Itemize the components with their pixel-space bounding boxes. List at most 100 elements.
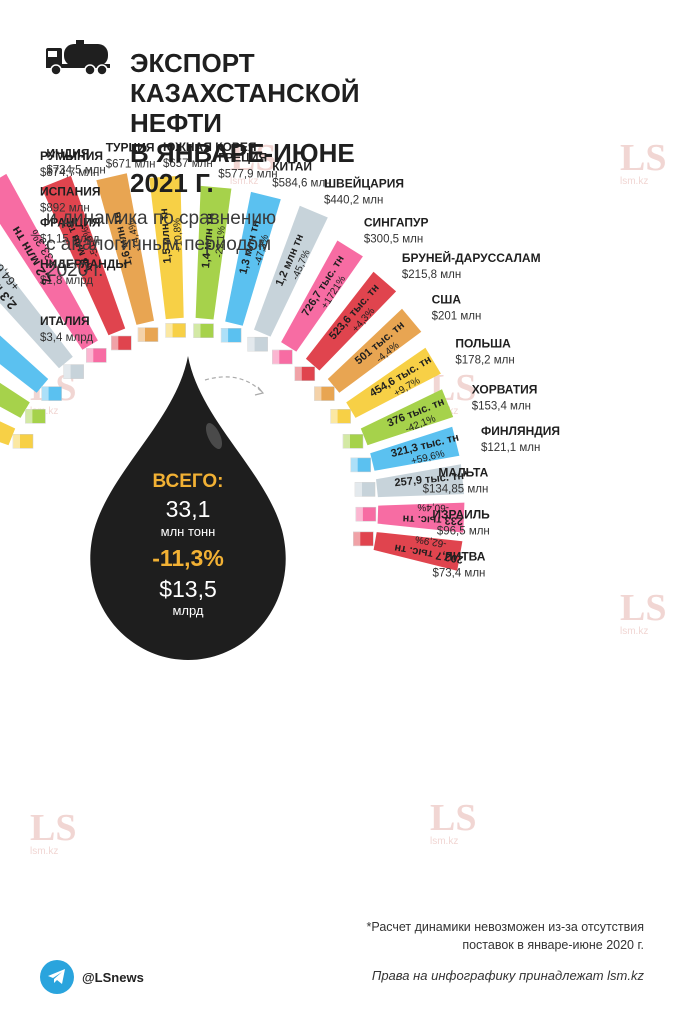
country-name: США (432, 293, 462, 307)
country-value: $892 млн (40, 203, 90, 215)
country-name: РУМЫНИЯ (40, 149, 103, 163)
bar-11 (254, 205, 328, 337)
country-name: ТУРЦИЯ (106, 140, 155, 154)
bar-volume-label: 1,5 млн тн (158, 208, 174, 264)
flag-poland-icon (330, 409, 351, 424)
bars-layer (0, 173, 465, 571)
country-value: $201 млн (432, 311, 482, 323)
page-subtitle: и динамика по сравнению с аналогичным пе… (46, 208, 277, 281)
bar-8 (149, 175, 184, 320)
telegram-icon (40, 960, 74, 994)
flag-finland-icon (350, 457, 371, 473)
total-label: ВСЕГО: (152, 471, 223, 492)
bar-9 (195, 185, 232, 320)
country-value: $215,8 млн (402, 269, 461, 281)
watermark-logo: LS (30, 807, 76, 849)
country-name: ИЗРАИЛЬ (432, 508, 490, 522)
country-name: МАЛЬТА (438, 465, 488, 479)
flag-israel-icon (355, 506, 377, 522)
bar-2 (0, 382, 30, 418)
country-value: $440,2 млн (324, 195, 383, 207)
country-value: $178,2 млн (455, 354, 514, 366)
bar-19 (377, 502, 465, 533)
rights-note: Права на инфографику принадлежат lsm.kz (371, 968, 644, 983)
page-title: ЭКСПОРТ КАЗАХСТАНСКОЙ НЕФТИ В ЯНВАРЕ-ИЮН… (130, 48, 360, 198)
flag-singapore-icon (272, 349, 293, 365)
bar-change-label: -60,4% (417, 501, 449, 513)
bar-5 (0, 173, 98, 350)
watermark-text: lsm.kz (620, 626, 648, 637)
telegram-handle: @LSnews (82, 969, 144, 985)
title-block: ЭКСПОРТ КАЗАХСТАНСКОЙ НЕФТИ В ЯНВАРЕ-ИЮН… (46, 48, 360, 198)
watermark-logo: LS (230, 137, 276, 179)
total-value: $13,5 (159, 576, 217, 602)
flag-china-icon (220, 328, 242, 343)
watermark-logo: LS (620, 587, 666, 629)
country-name: БРУНЕЙ-ДАРУССАЛАМ (402, 250, 541, 265)
country-value: $96,5 млн (437, 526, 490, 538)
country-name: ШВЕЙЦАРИЯ (324, 176, 404, 191)
bar-10 (225, 191, 281, 326)
watermark-logo: LS (620, 137, 666, 179)
country-name: ФРАНЦИЯ (40, 216, 101, 230)
country-name: ЛИТВА (444, 549, 485, 563)
country-name: НИДЕРЛАНДЫ (40, 257, 127, 271)
country-name: ИСПАНИЯ (40, 185, 101, 199)
flag-spain-icon (63, 364, 84, 379)
country-name: ИНДИЯ (46, 147, 89, 161)
country-value: $134,85 млн (423, 483, 489, 495)
flag-greece-icon (193, 323, 214, 338)
country-value: $734,5 млн (46, 165, 105, 177)
watermark-text: lsm.kz (230, 176, 258, 187)
country-value: $657 млн (163, 158, 213, 170)
bar-3 (0, 335, 49, 393)
bar-6 (41, 175, 126, 336)
flag-malta-icon (354, 482, 376, 497)
country-value: $1,15 млрд (40, 234, 100, 246)
country-name: ГРЕЦИЯ (218, 150, 267, 164)
flag-netherlands-icon (25, 409, 46, 424)
country-value: $1,8 млрд (40, 275, 93, 287)
bar-7 (96, 173, 154, 325)
flag-lithuania-icon (353, 531, 374, 547)
bar-change-label: -22,1% (214, 225, 228, 258)
bar-change-label: +10,8% (172, 217, 185, 252)
bar-change-label: -62,9% (414, 533, 447, 549)
country-name: ПОЛЬША (455, 336, 511, 350)
flags-layer (12, 323, 377, 547)
flag-romania-icon (86, 348, 107, 363)
flag-croatia-icon (342, 434, 364, 449)
total-change: -11,3% (152, 545, 224, 571)
footnote: *Расчет динамики невозможен из-за отсутс… (366, 920, 644, 952)
watermark-text: lsm.kz (620, 176, 648, 187)
bar-16 (360, 389, 454, 446)
flag-switzerland-icon (247, 336, 268, 352)
country-value: $3,4 млрд (40, 332, 93, 344)
flag-france-icon (41, 386, 62, 401)
bar-17 (370, 426, 460, 471)
country-name: ИТАЛИЯ (40, 314, 90, 328)
telegram-link[interactable]: @LSnews (40, 960, 144, 994)
oil-drop: ВСЕГО: 33,1 млн тонн -11,3% $13,5 млрд (90, 356, 286, 660)
total-volume: 33,1 (166, 496, 211, 522)
country-value: $300,5 млн (364, 233, 423, 245)
bar-18 (376, 464, 465, 498)
watermark-text: lsm.kz (430, 836, 458, 847)
total-volume-unit: млн тонн (161, 524, 216, 539)
oil-drop-shape (90, 356, 286, 660)
country-name: ХОРВАТИЯ (472, 382, 538, 396)
total-value-unit: млрд (172, 603, 203, 618)
bar-14 (327, 308, 422, 393)
flag-india-icon (111, 335, 132, 351)
bar-volume-label: 1,4 млн тн (200, 213, 217, 269)
country-name: ФИНЛЯНДИЯ (481, 424, 560, 438)
bar-15 (346, 347, 441, 418)
bar-13 (305, 271, 397, 371)
country-value: $121,1 млн (481, 442, 540, 454)
country-name: КИТАЙ (272, 158, 312, 173)
country-value: $874,7 млн (40, 167, 99, 179)
country-name: СИНГАПУР (364, 215, 429, 229)
bar-12 (281, 240, 363, 352)
flag-italy-icon (12, 434, 34, 449)
